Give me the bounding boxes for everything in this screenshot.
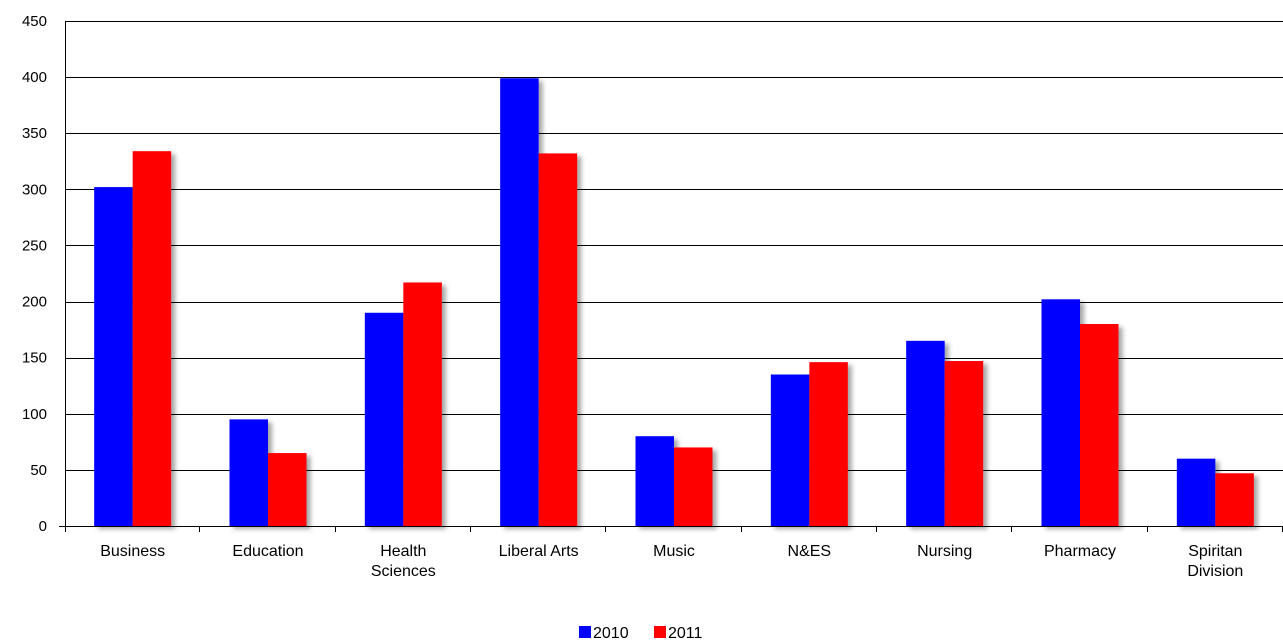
bar-2010-0 <box>94 187 133 527</box>
y-tick-label: 350 <box>22 125 47 142</box>
x-category-label: Spiritan Division <box>1187 543 1243 580</box>
legend-swatch-2011 <box>654 626 666 638</box>
y-tick-label: 200 <box>22 294 47 311</box>
x-category-label: Business <box>100 543 165 560</box>
y-tick-label: 50 <box>30 462 47 479</box>
x-category-label: Liberal Arts <box>499 543 579 560</box>
bar-2011-2 <box>403 282 442 526</box>
legend: 2010 2011 <box>579 625 703 642</box>
x-category-label: Pharmacy <box>1044 543 1116 560</box>
y-axis-tick-labels: 0 50 100 150 200 250 300 350 400 450 <box>22 13 47 535</box>
bar-2011-5 <box>809 362 848 526</box>
y-tick-label: 100 <box>22 406 47 423</box>
bar-2011-4 <box>674 447 713 526</box>
bar-2010-8 <box>1176 458 1216 526</box>
bar-2011-6 <box>944 361 984 526</box>
bar-2011-3 <box>538 153 578 526</box>
y-tick-label: 250 <box>22 237 47 254</box>
legend-label-2011: 2011 <box>668 625 703 642</box>
y-tick-label: 400 <box>22 69 47 86</box>
legend-swatch-2010 <box>579 626 591 638</box>
y-tick-label: 450 <box>22 13 47 30</box>
x-category-label: Nursing <box>917 543 972 560</box>
bar-2010-6 <box>906 340 945 526</box>
y-tick-label: 300 <box>22 181 47 198</box>
x-category-label: Education <box>232 543 303 560</box>
gridlines <box>65 21 1283 471</box>
x-axis-category-labels: Business Education Health Sciences Liberal A… <box>100 543 1243 580</box>
bar-2010-3 <box>500 78 539 526</box>
bars <box>94 78 1254 527</box>
bar-2010-5 <box>770 374 810 526</box>
x-category-label: Health Sciences <box>371 543 436 580</box>
bar-2011-8 <box>1215 473 1254 526</box>
bar-2011-1 <box>268 453 307 526</box>
legend-label-2010: 2010 <box>593 625 629 642</box>
bar-2010-1 <box>229 419 268 526</box>
y-tick-label: 0 <box>39 518 47 535</box>
bar-2011-0 <box>132 151 172 526</box>
bar-2010-2 <box>364 312 404 526</box>
y-tick-label: 150 <box>22 350 47 367</box>
x-category-label: N&ES <box>788 543 832 560</box>
bar-2011-7 <box>1080 324 1119 526</box>
bar-2010-4 <box>635 436 674 526</box>
bar-2010-7 <box>1041 299 1080 526</box>
x-category-label: Music <box>653 543 695 560</box>
